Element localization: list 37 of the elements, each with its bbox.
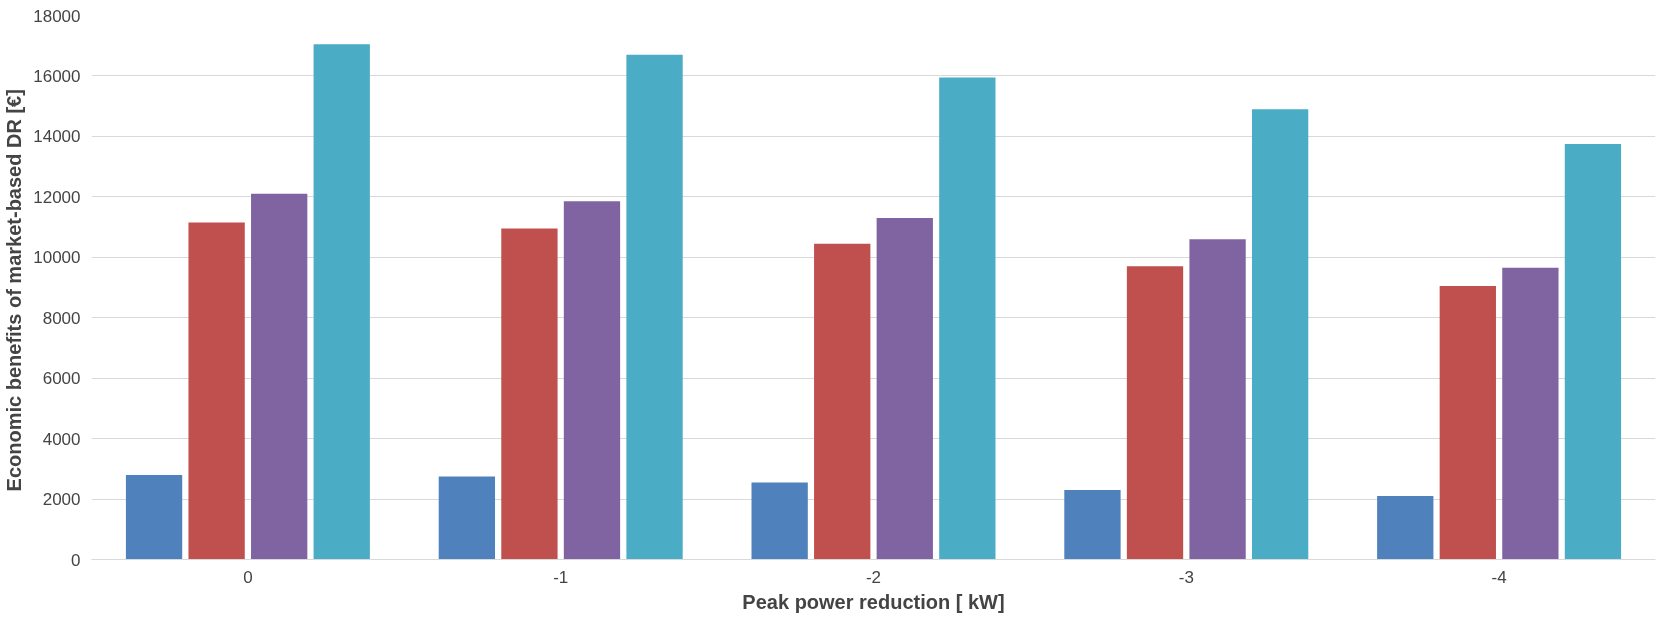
bar	[814, 243, 871, 560]
x-tick-label: -2	[865, 567, 882, 587]
y-tick-label: 16000	[33, 66, 81, 86]
bar	[125, 474, 183, 560]
bar	[751, 482, 808, 560]
bar	[563, 201, 621, 560]
bar	[1439, 285, 1496, 560]
bar	[876, 217, 933, 560]
y-axis-title: Economic benefits of market-based DR [€]	[3, 89, 26, 492]
bar	[1564, 143, 1622, 560]
bar	[251, 193, 308, 560]
bar	[939, 77, 996, 560]
bar	[1377, 496, 1434, 560]
bar	[438, 476, 496, 560]
y-tick-label: 14000	[33, 127, 81, 147]
y-tick-label: 4000	[42, 429, 81, 449]
y-tick-label: 6000	[42, 369, 81, 389]
x-tick-label: 0	[243, 567, 253, 587]
bar	[1502, 267, 1559, 560]
bar	[1189, 239, 1246, 560]
y-tick-label: 18000	[33, 6, 81, 26]
y-tick-label: 8000	[42, 308, 81, 328]
y-tick-label: 0	[71, 550, 81, 570]
x-tick-label: -4	[1491, 567, 1507, 587]
bar	[501, 228, 558, 560]
bar	[188, 222, 245, 560]
bar	[1251, 109, 1309, 560]
bar	[313, 44, 370, 560]
y-tick-label: 2000	[42, 490, 81, 510]
bar	[1126, 266, 1184, 560]
x-tick-label: -1	[553, 567, 569, 587]
bar	[1064, 489, 1121, 560]
bar	[626, 54, 683, 560]
x-tick-label: -3	[1178, 567, 1194, 587]
y-tick-label: 10000	[33, 248, 81, 268]
x-axis-title: Peak power reduction [ kW]	[742, 590, 1005, 613]
y-tick-label: 12000	[33, 187, 81, 207]
